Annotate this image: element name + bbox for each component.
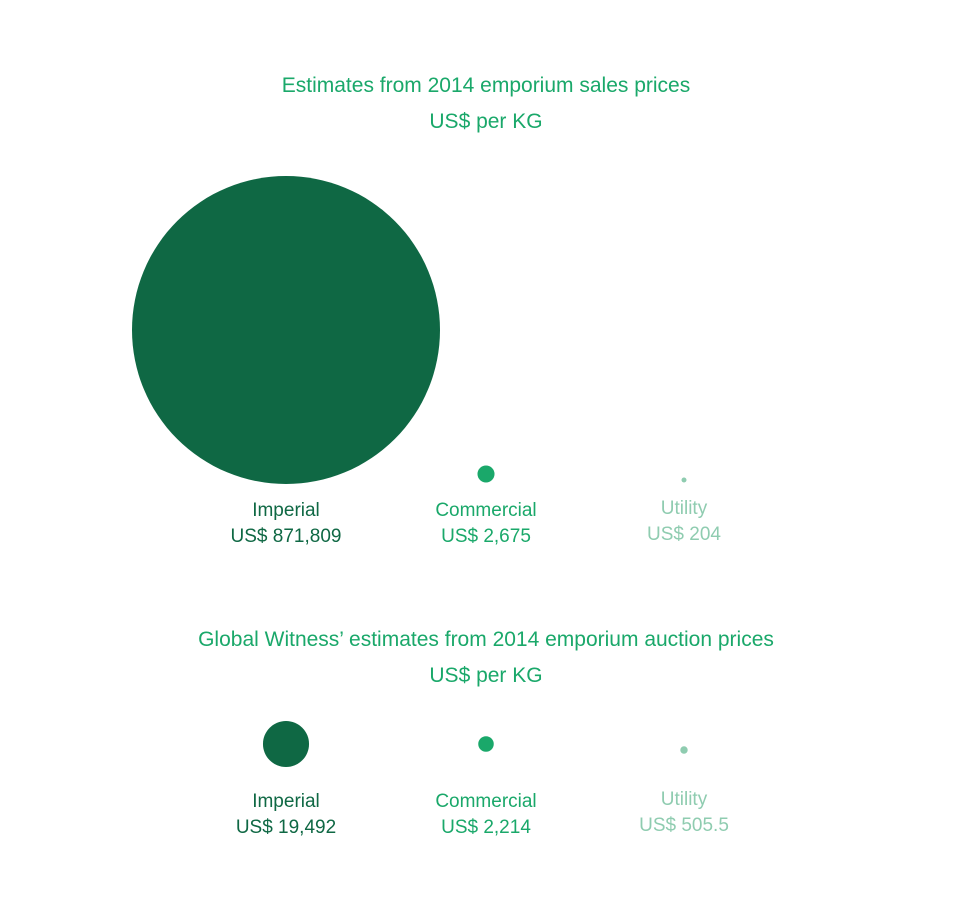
bubble-commercial [477, 465, 495, 483]
bubble-imperial [262, 720, 310, 768]
bubble-imperial [132, 176, 440, 484]
value-label: US$ 505.5 [639, 815, 729, 836]
value-label: US$ 871,809 [231, 526, 342, 547]
bubble-commercial [478, 736, 494, 752]
category-label: Utility [661, 789, 708, 810]
chart-subtitle: US$ per KG [429, 664, 542, 687]
category-label: Imperial [252, 500, 320, 521]
bubble-chart-1: Estimates from 2014 emporium sales price… [132, 74, 721, 547]
category-label: Imperial [252, 791, 320, 812]
bubble-chart-2: Global Witness’ estimates from 2014 empo… [198, 628, 774, 838]
chart-title: Estimates from 2014 emporium sales price… [282, 74, 691, 97]
chart-subtitle: US$ per KG [429, 110, 542, 133]
bubble-utility [681, 477, 687, 483]
category-label: Utility [661, 498, 708, 519]
value-label: US$ 19,492 [236, 817, 336, 838]
bubble-utility [680, 746, 688, 754]
value-label: US$ 2,675 [441, 526, 531, 547]
category-label: Commercial [435, 500, 536, 521]
value-label: US$ 2,214 [441, 817, 531, 838]
chart-title: Global Witness’ estimates from 2014 empo… [198, 628, 774, 651]
category-label: Commercial [435, 791, 536, 812]
value-label: US$ 204 [647, 524, 721, 545]
